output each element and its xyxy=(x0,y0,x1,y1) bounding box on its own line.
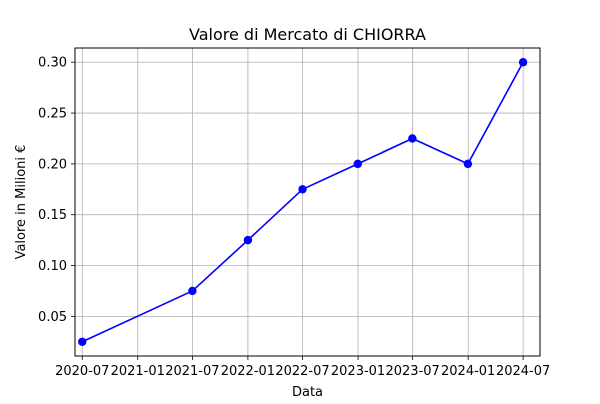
data-point xyxy=(188,286,197,296)
data-point xyxy=(298,185,307,194)
x-tick-label: 2024-07 xyxy=(496,364,550,379)
data-point xyxy=(243,235,253,245)
x-axis-label: Data xyxy=(292,385,323,400)
data-point xyxy=(408,134,417,143)
y-axis-ticks: 0.05 0.10 0.15 0.20 0.25 0.30 xyxy=(38,56,75,325)
x-tick-label: 2021-01 xyxy=(111,364,165,379)
y-tick-label: 0.05 xyxy=(38,310,67,325)
x-tick-label: 2023-07 xyxy=(385,364,439,379)
grid xyxy=(75,48,540,356)
y-axis-label: Valore in Milioni € xyxy=(14,145,29,260)
data-point xyxy=(463,159,473,169)
y-tick-label: 0.25 xyxy=(38,107,67,122)
x-tick-label: 2023-01 xyxy=(331,364,385,379)
x-tick-label: 2024-01 xyxy=(441,364,495,379)
series-line xyxy=(81,61,524,343)
data-point xyxy=(353,159,362,169)
y-tick-label: 0.20 xyxy=(38,157,67,172)
data-point xyxy=(78,337,87,346)
x-axis-ticks: 2020-07 2021-01 2021-07 2022-01 2022-07 2023-… xyxy=(55,356,550,379)
x-tick-label: 2020-07 xyxy=(55,364,109,379)
plot-frame xyxy=(74,47,541,357)
series-layer xyxy=(78,58,528,346)
chart-title: Valore di Mercato di CHIORRA xyxy=(189,25,426,44)
data-point xyxy=(518,58,528,67)
x-tick-label: 2022-01 xyxy=(221,364,275,379)
x-tick-label: 2021-07 xyxy=(165,364,219,379)
y-tick-label: 0.15 xyxy=(38,208,67,223)
x-tick-label: 2022-07 xyxy=(275,364,329,379)
y-tick-label: 0.10 xyxy=(38,259,67,274)
y-tick-label: 0.30 xyxy=(38,56,67,71)
